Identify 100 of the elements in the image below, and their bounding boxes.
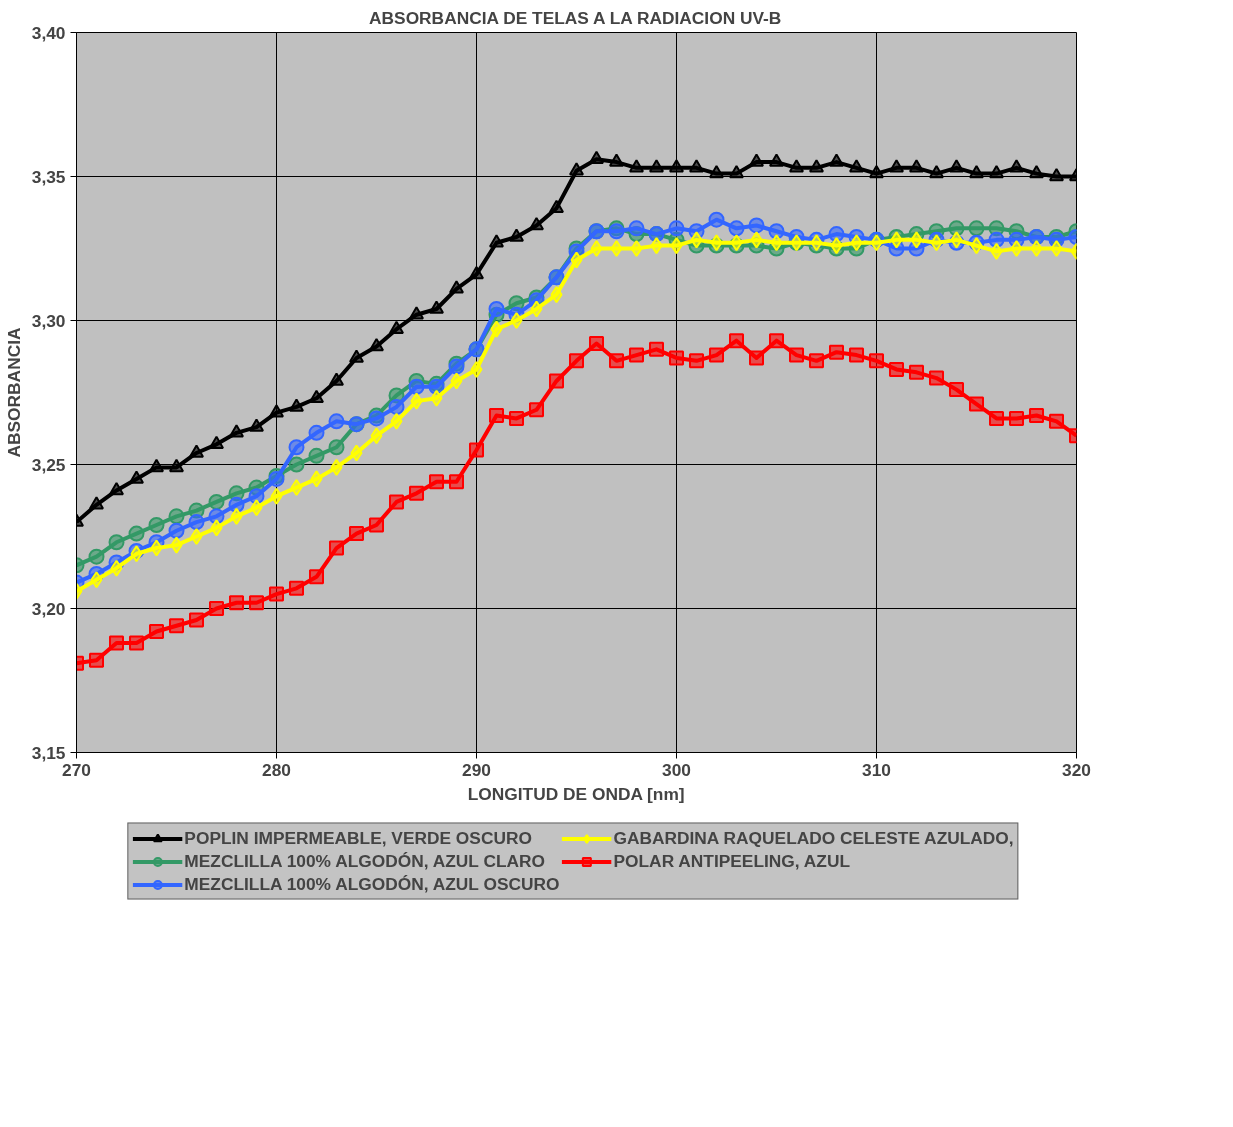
point [249,418,264,432]
point [429,300,444,314]
point [728,220,745,237]
point [1009,159,1024,173]
point [550,286,563,304]
point [328,439,345,456]
point [1029,165,1044,179]
point [308,424,325,441]
point [429,474,444,490]
point [549,373,564,389]
point [569,353,584,369]
point [130,545,143,563]
point [629,347,644,363]
point [989,165,1004,179]
y-tick-label: 3,20 [31,598,66,619]
point [649,341,664,357]
point [689,353,704,369]
point [570,251,583,269]
point [709,165,724,179]
point [789,159,804,173]
point [809,159,824,173]
point [228,496,245,513]
legend-label: GABARDINA RAQUELADO CELESTE AZULADO, [613,827,1014,849]
point [408,378,425,395]
point [729,333,744,349]
x-tick-label: 310 [862,759,891,780]
point [489,408,504,424]
point [689,159,704,173]
y-tick-label: 3,25 [31,454,66,475]
point [630,240,643,257]
point [589,336,604,352]
point [189,612,204,628]
point [1010,240,1023,257]
point [989,410,1004,426]
point [1029,408,1044,424]
point [450,372,463,390]
point [249,595,264,611]
point [1049,413,1064,429]
point [709,347,724,363]
point [370,427,383,445]
point [488,300,505,317]
point [110,559,123,577]
point [988,231,1005,248]
point [389,494,404,510]
point [88,548,105,565]
point [690,231,703,249]
point [929,165,944,179]
point [530,300,543,318]
point [229,595,244,611]
point [669,350,684,366]
point [330,458,343,476]
point [749,350,764,366]
point [168,508,185,525]
point [650,237,663,255]
point [849,347,864,363]
x-tick-label: 290 [462,759,491,780]
point [750,231,763,249]
point [609,153,624,167]
point [549,199,564,213]
point [529,402,544,418]
point [188,514,205,531]
point [170,536,183,554]
point [209,601,224,616]
point [90,571,103,589]
point [89,496,104,510]
point [628,220,645,237]
point [1050,240,1063,257]
legend-label: POLAR ANTIPEELING, AZUL [613,850,850,872]
point [769,153,784,167]
point [870,234,883,252]
point [409,485,424,501]
point [708,211,725,228]
point [288,456,305,473]
point [369,517,384,533]
point [149,624,164,640]
point [510,312,523,329]
point [949,382,964,398]
legend-label: MEZCLILLA 100% ALGODÓN, AZUL OSCURO [184,873,560,895]
point [869,353,884,369]
chart-title: ABSORBANCIA DE TELAS A LA RADIACION UV-B [369,7,782,28]
point [169,458,184,473]
point [168,522,185,539]
point [328,413,345,430]
point [729,165,744,179]
point [449,280,464,294]
point [308,447,325,464]
point [809,353,824,369]
point [128,525,145,542]
point [410,392,423,410]
point [150,539,163,557]
point [629,159,644,173]
point [829,153,844,167]
point [969,396,984,412]
point [609,353,624,369]
point [290,479,303,497]
point [529,216,544,231]
point [449,474,464,490]
point [890,231,903,249]
point [949,159,964,173]
point [748,217,765,234]
